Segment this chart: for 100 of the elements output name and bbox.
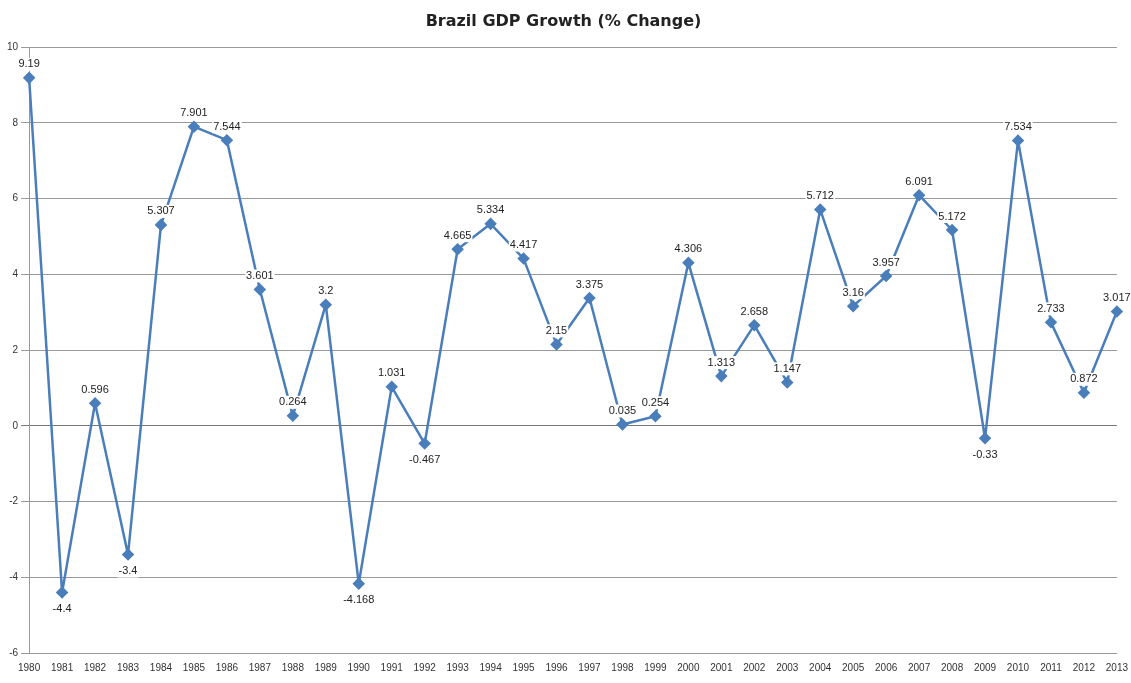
data-label: 5.334 <box>476 203 505 216</box>
data-label: 6.091 <box>905 174 933 187</box>
y-tick-label: -4 <box>9 571 19 583</box>
data-label: -0.467 <box>409 453 441 466</box>
x-tick-label: 2007 <box>907 661 931 673</box>
data-label: 2.733 <box>1037 301 1065 314</box>
data-label: 0.596 <box>81 382 109 395</box>
x-tick-label: 1995 <box>512 661 536 673</box>
x-tick-label: 2012 <box>1072 661 1096 673</box>
point <box>682 257 695 269</box>
x-tick-label: 2000 <box>677 661 700 673</box>
point <box>418 437 431 450</box>
data-label: 5.172 <box>938 209 966 222</box>
point <box>517 252 530 265</box>
point <box>946 224 958 236</box>
data-label: 3.2 <box>318 284 334 297</box>
data-label: 0.035 <box>608 404 637 417</box>
point <box>155 219 167 231</box>
data-label: -4.4 <box>52 601 72 614</box>
point <box>484 218 497 230</box>
x-tick-label: 2004 <box>809 661 832 673</box>
data-label: 1.313 <box>707 355 736 368</box>
data-label: 7.901 <box>180 106 208 119</box>
point <box>781 376 794 389</box>
point <box>122 548 134 561</box>
data-label: 9.19 <box>18 57 40 70</box>
point <box>814 203 826 216</box>
y-tick-label: 4 <box>12 268 19 280</box>
data-label: 4.306 <box>674 242 703 255</box>
x-tick-label: 1989 <box>314 661 338 673</box>
point <box>221 134 233 146</box>
x-tick-label: 1993 <box>446 661 470 673</box>
x-tick-label: 2009 <box>973 661 997 673</box>
x-tick-label: 1996 <box>545 661 569 673</box>
x-tick-label: 1991 <box>380 661 404 673</box>
x-tick-label: 1987 <box>248 661 272 673</box>
point <box>616 418 629 431</box>
point <box>550 338 563 351</box>
data-label: 0.254 <box>641 395 670 408</box>
x-tick-label: 1992 <box>413 661 437 673</box>
x-tick-label: 2013 <box>1105 661 1129 673</box>
data-label: 0.264 <box>279 395 307 408</box>
point <box>979 432 991 445</box>
x-tick-label: 2006 <box>875 661 898 673</box>
x-tick-label: 1994 <box>479 661 503 673</box>
data-label: 1.031 <box>377 366 406 379</box>
x-tick-label: 2005 <box>842 661 865 673</box>
x-tick-label: 1997 <box>578 661 602 673</box>
point <box>880 270 892 282</box>
y-tick-label: -2 <box>9 495 19 507</box>
point <box>23 72 35 84</box>
data-label: 0.872 <box>1070 372 1098 385</box>
point <box>56 586 68 599</box>
x-tick-label: 1984 <box>149 661 173 673</box>
data-label: 5.307 <box>147 204 175 217</box>
y-tick-label: 10 <box>7 40 19 52</box>
point <box>1078 387 1090 399</box>
x-tick-label: 1986 <box>215 661 239 673</box>
data-label: 7.534 <box>1004 120 1032 133</box>
data-label: 3.957 <box>872 255 900 268</box>
point <box>188 120 200 133</box>
x-tick-label: 1985 <box>182 661 206 673</box>
point <box>1111 305 1123 318</box>
data-label: 7.544 <box>213 119 241 132</box>
point <box>254 283 266 296</box>
x-tick-label: 2001 <box>710 661 733 673</box>
data-label: 4.417 <box>509 238 538 251</box>
y-tick-label: 0 <box>12 419 19 431</box>
data-label: -4.168 <box>343 593 375 606</box>
data-label: 3.16 <box>842 285 864 298</box>
y-tick-label: 2 <box>12 343 19 355</box>
data-label: 5.712 <box>806 189 834 202</box>
point <box>913 189 925 201</box>
data-label: 1.147 <box>773 361 802 374</box>
data-label: 4.665 <box>443 228 472 241</box>
data-label: 3.375 <box>575 277 604 290</box>
x-tick-label: 2002 <box>743 661 766 673</box>
point <box>847 300 859 312</box>
x-tick-label: 2008 <box>940 661 964 673</box>
x-tick-label: 1983 <box>116 661 140 673</box>
data-label: 2.15 <box>545 323 568 336</box>
data-label: 3.017 <box>1103 291 1131 304</box>
chart-title: Brazil GDP Growth (% Change) <box>425 10 702 30</box>
x-tick-label: 1981 <box>50 661 74 673</box>
point <box>715 370 728 382</box>
point <box>748 319 761 331</box>
x-tick-label: 1990 <box>347 661 371 673</box>
data-label: -0.33 <box>972 447 998 460</box>
y-tick-label: -6 <box>9 646 19 658</box>
x-tick-label: 1982 <box>83 661 107 673</box>
x-tick-label: 2010 <box>1006 661 1030 673</box>
x-tick-label: 1998 <box>611 661 634 673</box>
data-label: -3.4 <box>118 564 138 577</box>
point <box>385 381 398 393</box>
y-tick-label: 6 <box>12 192 19 204</box>
point <box>1045 316 1057 329</box>
data-label: 2.658 <box>740 304 769 317</box>
point <box>1012 134 1024 147</box>
point <box>287 410 299 422</box>
point <box>451 243 464 255</box>
